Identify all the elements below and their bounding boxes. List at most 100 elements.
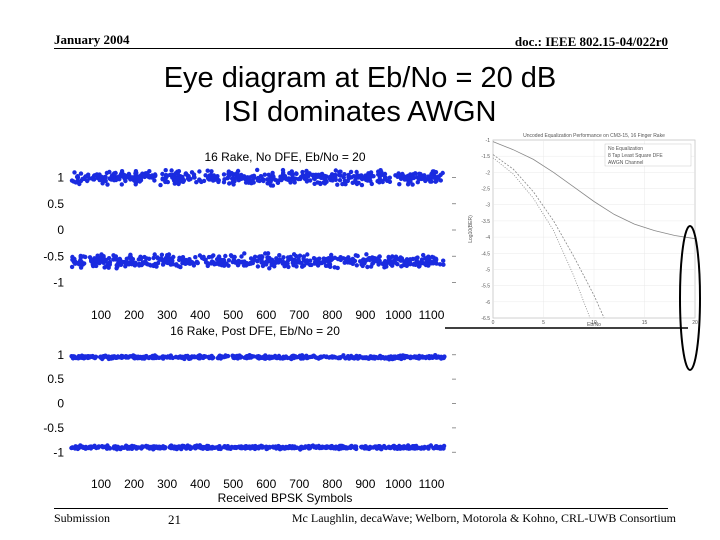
data-point [366, 173, 371, 178]
data-point [405, 182, 411, 187]
data-point [404, 257, 410, 262]
data-point [373, 355, 378, 360]
data-point [264, 444, 269, 450]
data-point [320, 259, 325, 265]
data-point [439, 354, 444, 359]
data-point [126, 171, 132, 177]
x-tick-label: 200 [124, 308, 144, 322]
data-point [327, 175, 332, 181]
data-point [348, 169, 354, 175]
data-point [221, 354, 226, 360]
data-point [242, 259, 247, 264]
data-point [295, 258, 301, 263]
data-point [160, 177, 165, 182]
data-point [352, 258, 358, 264]
data-point [441, 444, 446, 450]
data-point [123, 354, 129, 359]
data-point [215, 445, 221, 450]
data-point [82, 445, 88, 450]
inset-x-label: Eb/No [587, 322, 601, 328]
data-point [87, 355, 92, 360]
y-tick-label: -0.5 [43, 421, 64, 435]
data-point [203, 260, 209, 265]
x-tick-label: 15 [642, 320, 648, 326]
data-point [209, 169, 214, 174]
data-point [93, 258, 98, 263]
data-point [70, 445, 75, 450]
footer-rule [54, 508, 668, 509]
data-point [321, 175, 326, 180]
slide-title-line1: Eye diagram at Eb/No = 20 dB [163, 62, 557, 94]
data-point [311, 176, 317, 181]
data-point [139, 444, 145, 449]
data-point [374, 446, 380, 451]
data-point [185, 353, 190, 359]
x-tick-label: 800 [322, 308, 342, 322]
data-point [311, 256, 317, 261]
data-point [97, 177, 102, 183]
data-point [238, 259, 244, 265]
data-point [293, 253, 299, 259]
data-point [366, 355, 371, 361]
data-point [98, 354, 104, 359]
data-point [358, 259, 363, 264]
data-point [144, 261, 149, 266]
data-point [230, 180, 235, 185]
data-point [101, 254, 106, 259]
data-point [282, 445, 288, 450]
data-point [69, 178, 75, 183]
data-point [325, 444, 330, 449]
data-point [333, 173, 338, 179]
data-point [79, 353, 85, 358]
data-point [262, 172, 267, 177]
data-point [342, 178, 348, 184]
data-point [354, 173, 359, 179]
data-point [360, 176, 365, 182]
data-point [376, 262, 381, 267]
data-point [167, 172, 173, 178]
data-point [100, 181, 105, 186]
data-point [308, 178, 313, 183]
data-point [96, 444, 101, 449]
data-point [276, 178, 281, 183]
legend-item: 8 Tap Least Square DFE [608, 153, 663, 159]
data-point [263, 251, 268, 256]
x-tick-label: 10 [591, 320, 597, 326]
data-point [409, 176, 415, 181]
data-point [372, 256, 377, 262]
data-point [105, 182, 110, 187]
x-tick-label: 300 [157, 477, 177, 491]
y-tick-label: -3 [486, 203, 491, 209]
y-tick-label: -4.5 [481, 251, 490, 257]
data-point [230, 259, 235, 265]
data-point [280, 167, 286, 173]
data-point [107, 262, 112, 267]
data-point [286, 264, 291, 270]
data-point [92, 354, 98, 360]
data-point [428, 443, 434, 448]
data-point [314, 445, 319, 450]
x-tick-label: 1000 [385, 308, 412, 322]
data-point [165, 179, 170, 185]
data-point [78, 253, 83, 259]
data-point [227, 181, 232, 186]
data-point [416, 175, 421, 180]
data-point [401, 173, 406, 178]
x-tick-label: 600 [256, 477, 276, 491]
y-tick-label: -6 [486, 300, 491, 306]
footer-page-number: 21 [168, 512, 181, 527]
data-point [119, 259, 125, 264]
data-point [70, 254, 75, 260]
data-point [153, 445, 158, 450]
data-point [107, 176, 112, 181]
legend-item: AWGN Channel [608, 160, 643, 166]
data-point [178, 174, 184, 179]
data-point [106, 256, 112, 261]
data-point [337, 178, 343, 183]
data-point [73, 261, 78, 266]
data-point [338, 173, 343, 178]
data-point [333, 168, 338, 173]
data-point [327, 355, 332, 360]
data-point [114, 266, 119, 271]
